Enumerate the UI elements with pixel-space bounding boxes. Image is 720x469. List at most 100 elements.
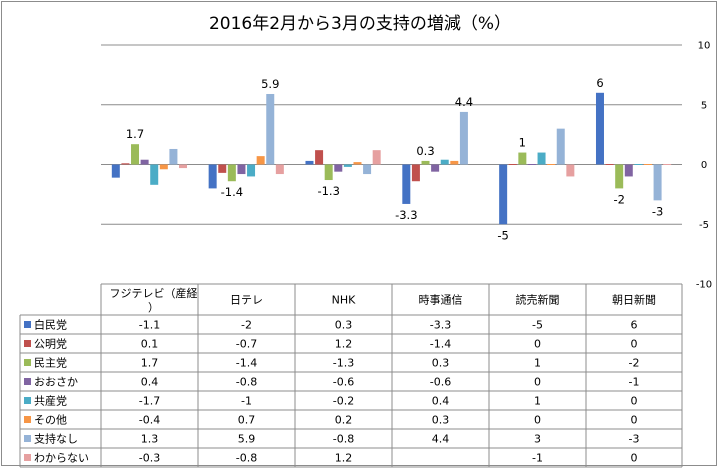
- bar: [266, 93, 275, 165]
- bar: [179, 164, 188, 169]
- bar: [440, 159, 449, 165]
- bar: [343, 164, 352, 167]
- table-cell: 0.3: [432, 414, 450, 427]
- bar: [159, 164, 168, 170]
- legend-key: [24, 359, 31, 366]
- series-name: 共産党: [34, 395, 67, 408]
- table-cell: 4.4: [432, 433, 450, 446]
- bar: [315, 150, 324, 165]
- y-tick-label: -10: [696, 280, 712, 291]
- bar: [411, 164, 420, 182]
- bar: [305, 160, 314, 165]
- bar: [643, 164, 652, 165]
- table-cell: -1.3: [333, 357, 354, 370]
- data-label: 5.9: [261, 77, 279, 91]
- table-cell: -0.6: [333, 376, 354, 389]
- bar: [595, 92, 604, 165]
- bar: [634, 164, 643, 165]
- bar: [431, 164, 440, 172]
- series-name: わからない: [34, 452, 89, 465]
- table-cell: -1: [532, 452, 543, 465]
- data-label: -3.3: [395, 208, 417, 222]
- table-cell: -0.3: [139, 452, 160, 465]
- bar: [421, 160, 430, 165]
- legend-key: [24, 321, 31, 328]
- column-header: 時事通信: [419, 294, 463, 307]
- table-cell: 1: [534, 395, 541, 408]
- data-label: -3: [652, 204, 663, 218]
- data-label: -2: [613, 192, 624, 206]
- column-header: フジテレビ（産経: [110, 287, 198, 300]
- bar: [111, 164, 120, 178]
- y-tick-label: 0: [701, 160, 707, 171]
- series-name: 白民党: [34, 318, 67, 332]
- series-name: その他: [34, 414, 67, 427]
- table-cell: -1: [241, 395, 252, 408]
- data-label: 1.7: [126, 127, 144, 141]
- column-header: NHK: [332, 294, 357, 307]
- table-cell: 1.2: [335, 452, 353, 465]
- bar: [131, 144, 140, 165]
- table-cell: 1.7: [141, 357, 159, 370]
- bar: [227, 164, 236, 182]
- table-cell: 0.4: [432, 395, 450, 408]
- bar: [218, 164, 227, 173]
- table-cell: 0: [631, 395, 638, 408]
- legend-key: [24, 378, 31, 385]
- bar: [140, 159, 149, 165]
- bar: [653, 164, 662, 201]
- data-label: 6: [596, 76, 603, 90]
- table-cell: -2: [241, 319, 252, 332]
- table-cell: 0: [534, 376, 541, 389]
- legend-key: [24, 416, 31, 423]
- table-cell: -0.8: [333, 433, 354, 446]
- bar: [547, 164, 556, 165]
- bar: [169, 148, 178, 165]
- table-cell: -1.4: [236, 357, 257, 370]
- table-cell: -2: [629, 357, 640, 370]
- table-cell: 0: [534, 338, 541, 351]
- table-cell: -0.6: [430, 376, 451, 389]
- table-cell: 1.3: [141, 433, 159, 446]
- bar: [508, 164, 517, 165]
- series-name: 民主党: [34, 357, 67, 370]
- bar: [566, 164, 575, 177]
- legend-key: [24, 454, 31, 461]
- data-label: -5: [497, 228, 508, 242]
- table-cell: -1.7: [139, 395, 160, 408]
- bar: [363, 164, 372, 175]
- bar: [150, 164, 159, 185]
- bar: [247, 164, 256, 177]
- table-cell: 5.9: [238, 433, 256, 446]
- bar: [663, 164, 672, 165]
- table-cell: 0.1: [141, 338, 159, 351]
- table-cell: -1: [629, 376, 640, 389]
- bar: [275, 164, 284, 175]
- bar: [353, 162, 362, 165]
- legend-key: [24, 435, 31, 442]
- bar: [459, 111, 468, 165]
- table-cell: 1.2: [335, 338, 353, 351]
- table-cell: 0.4: [141, 376, 159, 389]
- series-name: おおさか: [34, 376, 78, 389]
- series-name: 公明党: [34, 338, 67, 351]
- bar: [208, 164, 217, 189]
- data-label: 0.3: [416, 144, 434, 158]
- table-cell: 6: [631, 319, 638, 332]
- y-tick-label: 5: [701, 100, 707, 111]
- table-cell: 1: [534, 357, 541, 370]
- bar: [237, 164, 246, 175]
- bar: [556, 128, 565, 165]
- bar: [121, 163, 130, 165]
- table-cell: 0: [631, 452, 638, 465]
- table-cell: 3: [534, 433, 541, 446]
- legend-key: [24, 397, 31, 404]
- bar: [324, 164, 333, 181]
- table-cell: 0.3: [335, 319, 353, 332]
- bar: [518, 152, 527, 165]
- bar: [527, 164, 536, 165]
- column-header: ）: [148, 301, 159, 314]
- y-tick-label: 10: [698, 41, 711, 52]
